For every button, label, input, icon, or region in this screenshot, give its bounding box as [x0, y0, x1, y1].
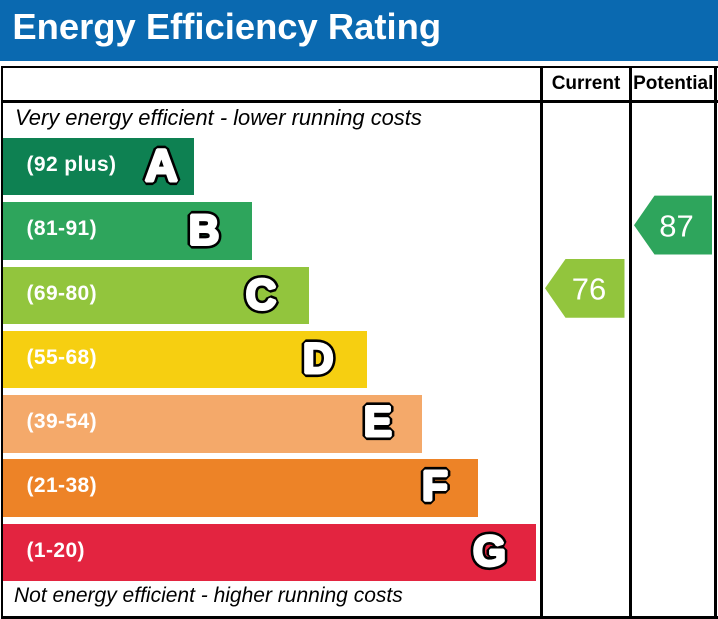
svg-text:F: F — [422, 463, 448, 510]
svg-text:76: 76 — [572, 272, 606, 307]
svg-text:E: E — [364, 398, 392, 445]
svg-text:F: F — [422, 463, 448, 510]
svg-text:87: 87 — [659, 209, 693, 244]
svg-text:C: C — [246, 271, 277, 318]
svg-text:E: E — [364, 398, 392, 445]
svg-text:B: B — [189, 206, 220, 253]
svg-text:D: D — [303, 335, 334, 382]
svg-text:G: G — [473, 527, 506, 574]
svg-text:B: B — [189, 206, 220, 253]
svg-text:D: D — [303, 335, 334, 382]
svg-text:C: C — [246, 271, 277, 318]
svg-text:G: G — [473, 527, 506, 574]
svg-text:A: A — [145, 140, 178, 191]
svg-text:A: A — [145, 140, 178, 191]
